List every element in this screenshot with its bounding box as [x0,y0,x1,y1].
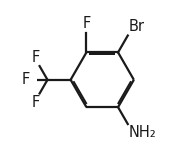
Text: NH₂: NH₂ [129,125,157,140]
Text: F: F [31,49,40,64]
Text: Br: Br [129,19,145,34]
Text: F: F [82,16,91,31]
Text: F: F [22,72,30,87]
Text: F: F [31,95,40,110]
